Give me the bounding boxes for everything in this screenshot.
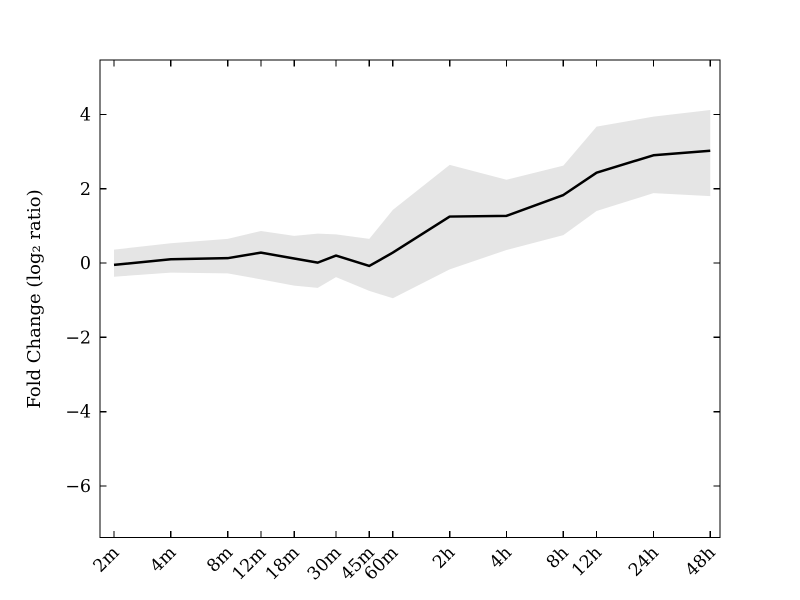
- x-tick-label: 12h: [568, 543, 606, 581]
- x-tick-label: 12m: [229, 543, 271, 585]
- confidence-band: [114, 109, 711, 299]
- y-tick-label: −4: [65, 403, 91, 423]
- y-axis-label: Fold Change (log₂ ratio): [24, 189, 45, 408]
- y-tick-label: 4: [80, 106, 91, 126]
- axis-ticks: [100, 60, 720, 538]
- x-tick-label: 48h: [682, 543, 720, 581]
- y-tick-label: 2: [80, 180, 91, 200]
- x-tick-label: 8h: [543, 543, 573, 573]
- axes-spines: [99, 59, 721, 539]
- x-tick-label: 18m: [262, 543, 304, 585]
- x-tick-label: 2m: [90, 543, 124, 577]
- mean-line: [113, 149, 711, 268]
- x-tick-label: 30m: [304, 543, 346, 585]
- y-tick-label: −2: [65, 328, 91, 348]
- axes-box: [99, 59, 721, 539]
- x-tick-label: 2h: [429, 543, 459, 573]
- y-tick-label: −6: [65, 477, 91, 497]
- y-tick-labels: 4 2 0 −2 −4 −6: [65, 106, 91, 497]
- x-tick-label: 4h: [486, 543, 516, 573]
- y-tick-label: 0: [80, 254, 91, 274]
- x-tick-label: 24h: [625, 543, 663, 581]
- x-tick-label: 4m: [147, 543, 181, 577]
- mean-line-path: [113, 149, 711, 268]
- band-polygon: [114, 109, 711, 299]
